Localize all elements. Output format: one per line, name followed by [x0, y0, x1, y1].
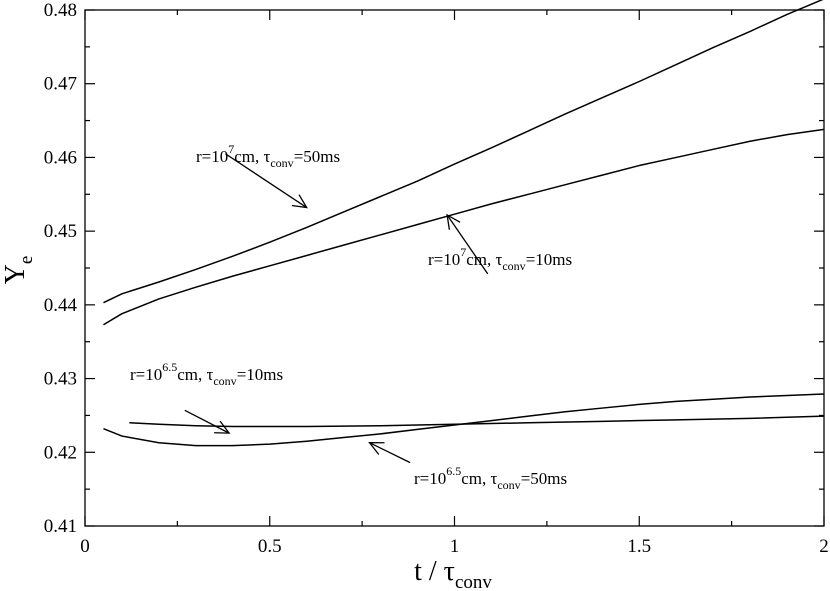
y-axis-title: Ye — [0, 256, 37, 285]
x-tick-label: 1 — [450, 536, 460, 557]
annotation-r7-tau50-sup: 7 — [228, 142, 234, 156]
annotation-r65-tau50-arrow-head — [368, 442, 385, 455]
series-line-2 — [103, 128, 825, 326]
annotation-r65-tau10-tail: =10ms — [237, 365, 283, 384]
series-line-3 — [129, 415, 825, 428]
annotation-r65-tau10: r=106.5cm, τconv=10ms — [130, 360, 283, 434]
y-tick-label: 0.47 — [44, 74, 77, 95]
annotation-r7-tau50-sub: conv — [270, 156, 293, 170]
series-line-1 — [103, 0, 824, 304]
annotation-r65-tau10-label: r=106.5cm, τconv=10ms — [130, 360, 283, 388]
annotation-r7-tau50-unit: cm, τ — [234, 147, 270, 166]
annotation-r7-tau10: r=107cm, τconv=10ms — [428, 213, 572, 275]
y-axis-title-sub: e — [16, 256, 37, 264]
annotation-r7-tau10-label: r=107cm, τconv=10ms — [428, 245, 572, 273]
annotation-r65-tau10-arrow-head — [214, 420, 231, 434]
annotation-r7-tau10-sup: 7 — [460, 245, 466, 259]
annotation-r65-tau10-sup: 6.5 — [162, 360, 177, 374]
annotation-r7-tau50-tail: =50ms — [294, 147, 340, 166]
annotation-r65-tau50-label: r=106.5cm, τconv=50ms — [414, 464, 567, 492]
annotation-r7-tau10-unit: cm, τ — [466, 250, 502, 269]
annotation-r7-tau50-base: r=10 — [196, 147, 228, 166]
annotation-r65-tau50-sub: conv — [497, 478, 520, 492]
x-axis-title-main: t / τ — [414, 556, 455, 587]
annotation-r65-tau50-unit: cm, τ — [461, 469, 497, 488]
annotation-r7-tau50-label: r=107cm, τconv=50ms — [196, 142, 340, 170]
series-line-4 — [103, 393, 825, 447]
annotation-r7-tau50-arrow-shaft — [225, 153, 308, 209]
y-axis-title-main: Y — [0, 264, 31, 284]
annotation-r65-tau10-unit: cm, τ — [177, 365, 213, 384]
y-tick-label: 0.41 — [44, 516, 77, 537]
annotation-r7-tau50-arrow-head — [291, 194, 308, 209]
annotation-r7-tau10-tail: =10ms — [526, 250, 572, 269]
x-tick-label: 1.5 — [627, 536, 651, 557]
annotation-r65-tau50: r=106.5cm, τconv=50ms — [368, 442, 567, 492]
annotation-r7-tau10-arrow-head — [446, 213, 461, 230]
y-tick-label: 0.45 — [44, 221, 77, 242]
y-tick-label: 0.43 — [44, 369, 77, 390]
annotation-r65-tau50-sup: 6.5 — [446, 464, 461, 478]
y-tick-label: 0.42 — [44, 442, 77, 463]
y-tick-label: 0.44 — [44, 295, 78, 316]
x-tick-label: 2 — [819, 536, 829, 557]
annotation-r7-tau10-sub: conv — [502, 259, 525, 273]
annotation-r65-tau10-sub: conv — [213, 374, 236, 388]
annotation-r65-tau10-arrow-shaft — [184, 409, 230, 434]
y-tick-label: 0.48 — [44, 0, 77, 21]
annotation-r7-tau10-arrow-shaft — [446, 214, 489, 275]
x-tick-label: 0 — [80, 536, 90, 557]
annotation-r7-tau10-base: r=10 — [428, 250, 460, 269]
x-axis-title-sub: conv — [455, 572, 492, 591]
annotation-r7-tau50: r=107cm, τconv=50ms — [196, 142, 340, 209]
annotation-r65-tau50-arrow-shaft — [369, 442, 411, 464]
annotation-r65-tau10-base: r=10 — [130, 365, 162, 384]
x-tick-label: 0.5 — [258, 536, 282, 557]
y-tick-label: 0.46 — [44, 147, 77, 168]
annotation-r65-tau50-tail: =50ms — [521, 469, 567, 488]
annotation-r65-tau50-base: r=10 — [414, 469, 446, 488]
x-axis-title: t / τconv — [414, 556, 492, 591]
